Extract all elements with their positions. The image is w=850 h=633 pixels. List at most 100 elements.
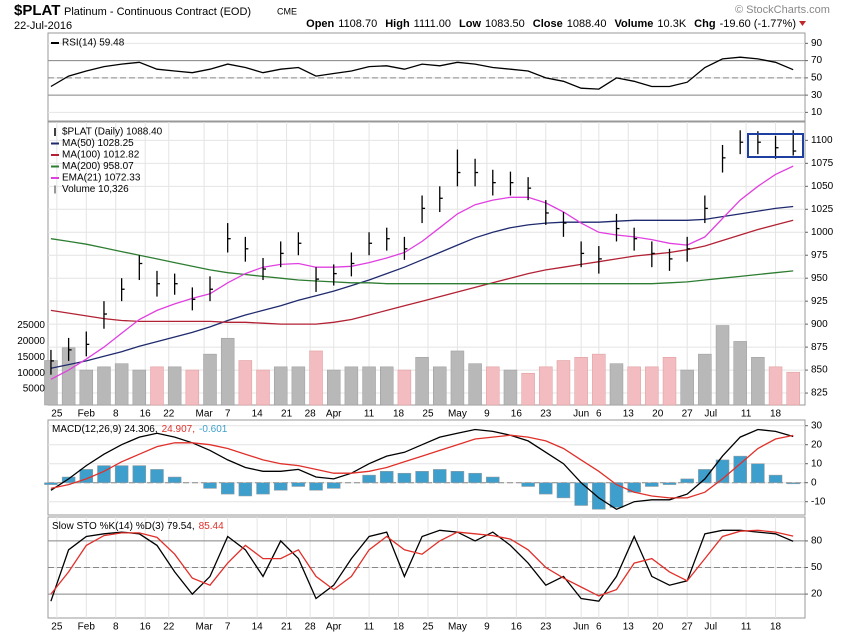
quote-value: 1108.70 — [338, 18, 377, 30]
bar — [238, 360, 253, 406]
bar — [132, 465, 147, 483]
y2-tick-label: 10000 — [17, 368, 45, 379]
y-tick-label: 90 — [811, 38, 823, 49]
bar — [203, 482, 217, 489]
legend: MACD(12,26,9) 24.306, 24.907, -0.601 — [52, 424, 228, 435]
bar — [503, 369, 518, 406]
x-tick-label: 16 — [511, 622, 523, 633]
y-tick-label: 900 — [811, 319, 828, 330]
bar — [256, 369, 270, 406]
bar — [609, 482, 624, 508]
bar — [751, 463, 765, 483]
bar — [662, 357, 677, 406]
bar — [415, 357, 429, 406]
x-tick-label: Mar — [195, 622, 213, 633]
legend-entry: -0.601 — [199, 424, 228, 435]
quote-label: Open — [306, 18, 334, 30]
bar — [680, 369, 694, 406]
bar — [344, 366, 359, 406]
x-tick-label: 18 — [393, 622, 405, 633]
watermark: © StockCharts.com — [735, 4, 830, 16]
quote-label: Close — [533, 18, 563, 30]
bar — [786, 371, 800, 406]
panel-content — [48, 517, 805, 618]
legend-entry: Slow STO %K(14) %D(3) 79.54, — [52, 521, 195, 532]
bar — [768, 474, 783, 483]
y-tick-label: 1050 — [811, 181, 834, 192]
bar — [556, 360, 571, 406]
x-tick-label: May — [448, 622, 467, 633]
legend-entry: MACD(12,26,9) 24.306, — [52, 424, 158, 435]
x-tick-label: 22 — [163, 409, 175, 420]
y-tick-label: 30 — [811, 90, 823, 101]
date: 22-Jul-2016 — [14, 20, 72, 32]
legend-entry: MA(50) 1028.25 — [62, 138, 134, 149]
bar — [256, 482, 270, 495]
quote-line: Open 1108.70 High 1111.00 Low 1083.50 Close 108… — [306, 18, 796, 30]
x-tick-label: 27 — [682, 409, 694, 420]
y2-tick-label: 5000 — [23, 384, 46, 395]
x-tick-label: 11 — [741, 622, 752, 633]
bar — [556, 482, 571, 499]
channel-annotation — [747, 133, 804, 158]
quote-label: Chg — [694, 18, 715, 30]
bar — [150, 366, 164, 406]
bar — [79, 369, 94, 406]
bar — [786, 482, 800, 485]
series-line — [50, 529, 794, 602]
bar — [273, 482, 288, 491]
instrument-name: Platinum - Continuous Contract (EOD) — [64, 6, 251, 18]
quote-label: Volume — [615, 18, 654, 30]
x-tick-label: 6 — [596, 622, 602, 633]
panel-content — [48, 42, 805, 113]
y2-tick-label: 15000 — [17, 352, 45, 363]
panel — [47, 32, 806, 122]
y2-tick-label: 20000 — [17, 336, 45, 347]
bar — [397, 369, 412, 406]
x-tick-label: 6 — [596, 409, 602, 420]
quote-value: -19.60 (-1.77%) — [720, 18, 796, 30]
x-tick-label: 23 — [540, 622, 552, 633]
x-tick-label: 25 — [422, 622, 434, 633]
x-tick-label: Feb — [78, 409, 96, 420]
legend-entry: MA(100) 1012.82 — [62, 150, 140, 161]
bar — [450, 350, 465, 406]
x-tick-label: Apr — [326, 409, 342, 420]
panel-content — [44, 425, 805, 511]
bar — [450, 471, 465, 483]
series-line — [50, 56, 794, 90]
x-tick-label: 25 — [51, 622, 63, 633]
bar — [309, 350, 323, 406]
bar — [150, 469, 164, 483]
bar — [220, 482, 235, 495]
bar — [433, 469, 447, 483]
x-tick-label: 20 — [652, 622, 664, 633]
y-tick-label: -10 — [811, 496, 826, 507]
x-tick-label: 27 — [682, 622, 694, 633]
x-tick-label: 13 — [623, 409, 635, 420]
x-tick-label: 13 — [623, 622, 635, 633]
series-line — [50, 428, 794, 511]
quote-label: High — [385, 18, 410, 30]
x-tick-label: 20 — [652, 409, 664, 420]
y2-tick-label: 25000 — [17, 320, 45, 331]
bar — [203, 353, 217, 406]
series-line — [50, 529, 794, 597]
x-tick-label: 8 — [113, 409, 119, 420]
y-tick-label: 1075 — [811, 158, 834, 169]
quote-value: 10.3K — [657, 18, 686, 30]
bar — [698, 469, 712, 483]
exchange: CME — [277, 6, 297, 16]
x-tick-label: 16 — [140, 622, 152, 633]
bar — [592, 482, 606, 510]
bar — [751, 357, 765, 406]
x-tick-label: 9 — [484, 409, 490, 420]
x-tick-label: Jun — [573, 622, 589, 633]
y-tick-label: 20 — [811, 589, 823, 600]
y-tick-label: 925 — [811, 296, 828, 307]
bar — [768, 366, 783, 406]
x-tick-label: Jul — [704, 409, 717, 420]
bar — [362, 474, 376, 483]
bar — [592, 353, 606, 406]
bar — [326, 482, 341, 489]
